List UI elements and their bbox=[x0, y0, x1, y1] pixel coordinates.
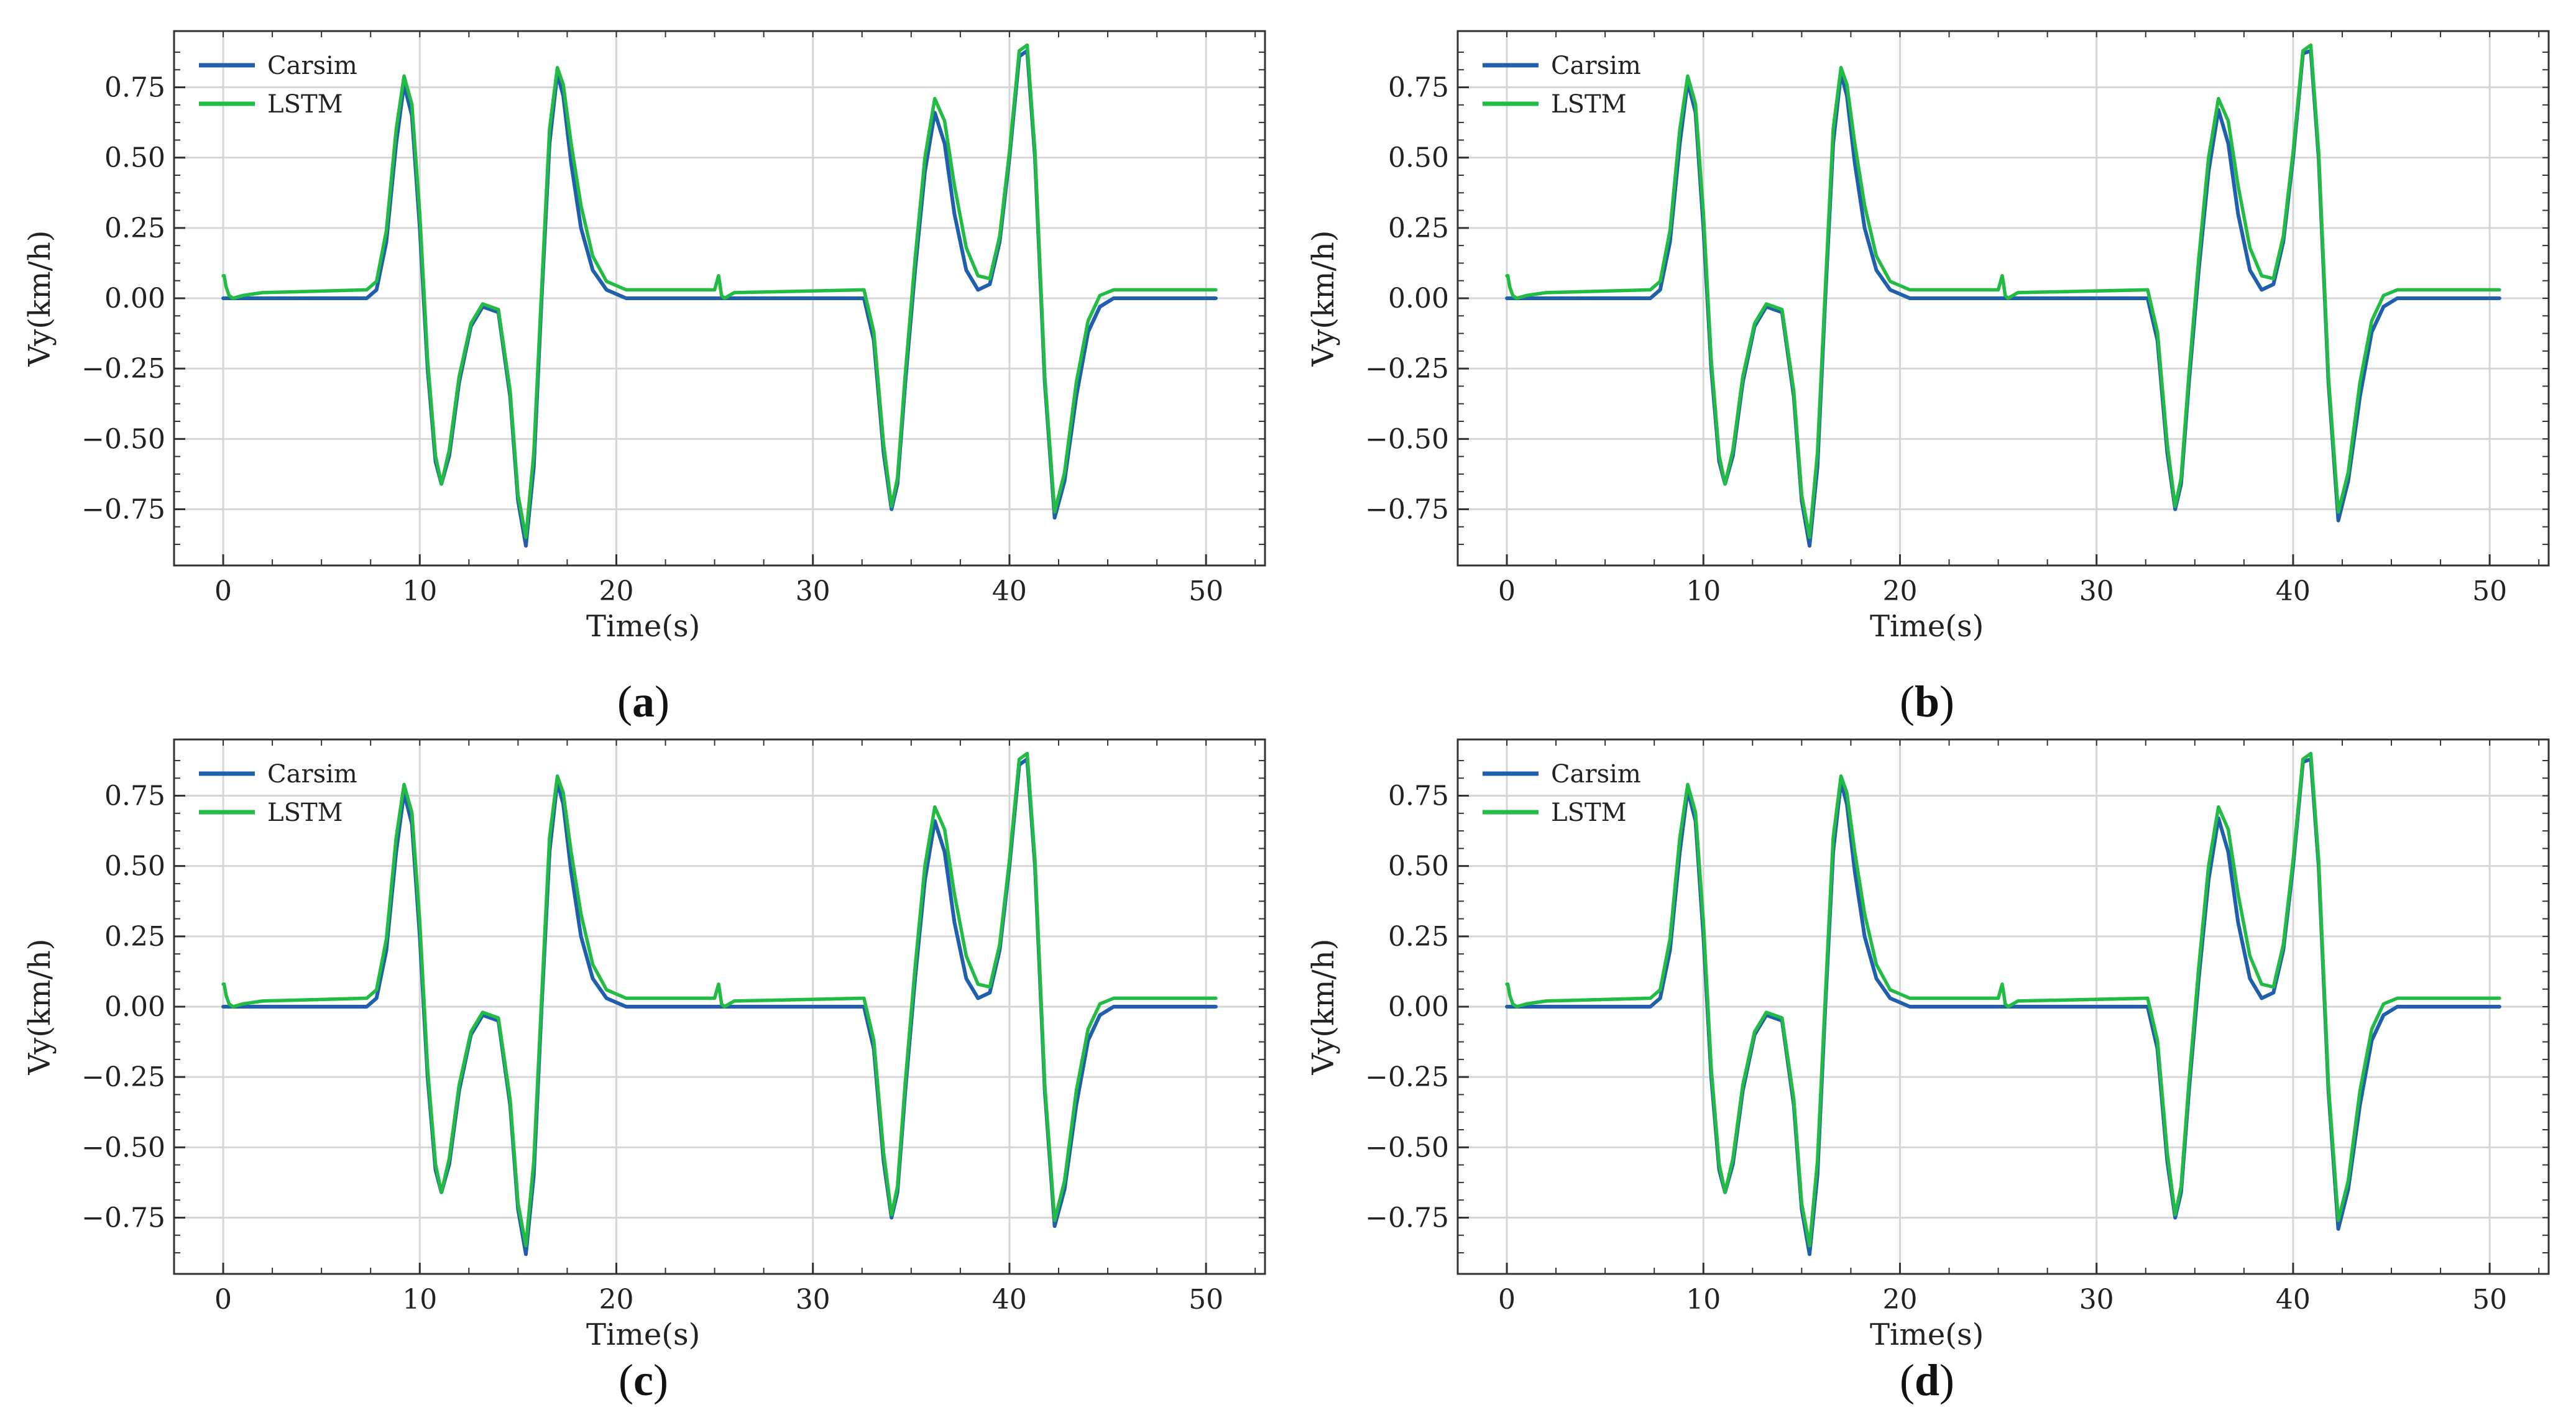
y-tick-label: −0.25 bbox=[81, 353, 165, 385]
x-tick-label: 40 bbox=[2276, 1284, 2311, 1316]
y-tick-label: −0.75 bbox=[81, 493, 165, 525]
y-tick-label: 0.00 bbox=[104, 991, 165, 1023]
x-tick-label: 40 bbox=[2276, 575, 2311, 607]
x-tick-label: 0 bbox=[1498, 575, 1516, 607]
series-line-lstm bbox=[221, 751, 1218, 1248]
y-axis-label: Vy(km/h) bbox=[1306, 231, 1341, 367]
x-tick-label: 0 bbox=[1498, 1284, 1516, 1316]
legend-label-carsim: Carsim bbox=[1551, 760, 1641, 789]
x-tick-label: 40 bbox=[992, 1284, 1027, 1316]
y-tick-label: −0.25 bbox=[81, 1061, 165, 1093]
caption-c: (c) bbox=[619, 1355, 668, 1405]
x-tick-label: 10 bbox=[1686, 575, 1721, 607]
caption-b: (b) bbox=[1899, 677, 1954, 726]
x-axis-label: Time(s) bbox=[1870, 1317, 1984, 1352]
legend-label-lstm: LSTM bbox=[1551, 799, 1627, 827]
y-tick-label: 0.00 bbox=[104, 283, 165, 314]
x-tick-label: 50 bbox=[2472, 1284, 2507, 1316]
x-axis-label: Time(s) bbox=[1870, 609, 1984, 644]
caption-d: (d) bbox=[1899, 1355, 1954, 1405]
x-tick-label: 50 bbox=[1189, 575, 1223, 607]
x-tick-label: 0 bbox=[214, 1284, 232, 1316]
series-line-lstm bbox=[1505, 43, 2501, 539]
y-tick-label: −0.50 bbox=[1365, 1132, 1449, 1163]
y-tick-label: 0.00 bbox=[1388, 283, 1449, 314]
y-axis-label: Vy(km/h) bbox=[1306, 939, 1341, 1076]
y-axis-label: Vy(km/h) bbox=[22, 939, 57, 1076]
x-tick-label: 30 bbox=[2079, 1284, 2114, 1316]
y-tick-label: −0.50 bbox=[81, 1132, 165, 1163]
x-tick-label: 50 bbox=[1189, 1284, 1223, 1316]
caption-letter-c: c bbox=[633, 1355, 653, 1405]
y-tick-label: −0.75 bbox=[81, 1202, 165, 1233]
y-tick-label: 0.50 bbox=[104, 851, 165, 882]
x-tick-label: 50 bbox=[2472, 575, 2507, 607]
y-tick-label: −0.50 bbox=[1365, 423, 1449, 455]
y-tick-label: −0.75 bbox=[1365, 1202, 1449, 1233]
caption-letter-d: d bbox=[1914, 1355, 1940, 1405]
x-tick-label: 30 bbox=[796, 1284, 830, 1316]
y-axis-label: Vy(km/h) bbox=[22, 231, 57, 367]
x-axis-label: Time(s) bbox=[586, 609, 700, 644]
x-tick-label: 20 bbox=[1882, 1284, 1917, 1316]
caption-a: (a) bbox=[617, 677, 669, 726]
y-tick-label: 0.25 bbox=[104, 213, 165, 244]
y-tick-label: −0.75 bbox=[1365, 493, 1449, 525]
caption-letter-a: a bbox=[632, 677, 655, 726]
y-tick-label: −0.25 bbox=[1365, 1061, 1449, 1093]
y-tick-label: −0.50 bbox=[81, 423, 165, 455]
caption-letter-b: b bbox=[1914, 677, 1940, 726]
y-tick-label: 0.50 bbox=[1388, 142, 1449, 174]
x-tick-label: 0 bbox=[214, 575, 232, 607]
x-tick-label: 40 bbox=[992, 575, 1027, 607]
x-axis-label: Time(s) bbox=[586, 1317, 700, 1352]
y-tick-label: 0.75 bbox=[104, 72, 165, 104]
legend-label-carsim: Carsim bbox=[267, 760, 357, 789]
x-tick-label: 10 bbox=[402, 575, 437, 607]
x-tick-label: 10 bbox=[402, 1284, 437, 1316]
y-tick-label: 0.75 bbox=[1388, 780, 1449, 812]
y-tick-label: 0.75 bbox=[1388, 72, 1449, 104]
legend-label-carsim: Carsim bbox=[267, 52, 357, 80]
series-line-lstm bbox=[221, 43, 1218, 539]
x-tick-label: 20 bbox=[599, 575, 633, 607]
x-tick-label: 20 bbox=[1882, 575, 1917, 607]
y-tick-label: 0.25 bbox=[1388, 921, 1449, 953]
y-tick-label: 0.75 bbox=[104, 780, 165, 812]
y-tick-label: 0.25 bbox=[104, 921, 165, 953]
series-line-lstm bbox=[1505, 751, 2501, 1248]
x-tick-label: 30 bbox=[2079, 575, 2114, 607]
legend-label-carsim: Carsim bbox=[1551, 52, 1641, 80]
x-tick-label: 10 bbox=[1686, 1284, 1721, 1316]
legend-label-lstm: LSTM bbox=[1551, 90, 1627, 119]
y-tick-label: 0.00 bbox=[1388, 991, 1449, 1023]
x-tick-label: 30 bbox=[796, 575, 830, 607]
y-tick-label: −0.25 bbox=[1365, 353, 1449, 385]
y-tick-label: 0.50 bbox=[104, 142, 165, 174]
x-tick-label: 20 bbox=[599, 1284, 633, 1316]
legend-label-lstm: LSTM bbox=[267, 799, 343, 827]
legend-label-lstm: LSTM bbox=[267, 90, 343, 119]
y-tick-label: 0.50 bbox=[1388, 851, 1449, 882]
y-tick-label: 0.25 bbox=[1388, 213, 1449, 244]
